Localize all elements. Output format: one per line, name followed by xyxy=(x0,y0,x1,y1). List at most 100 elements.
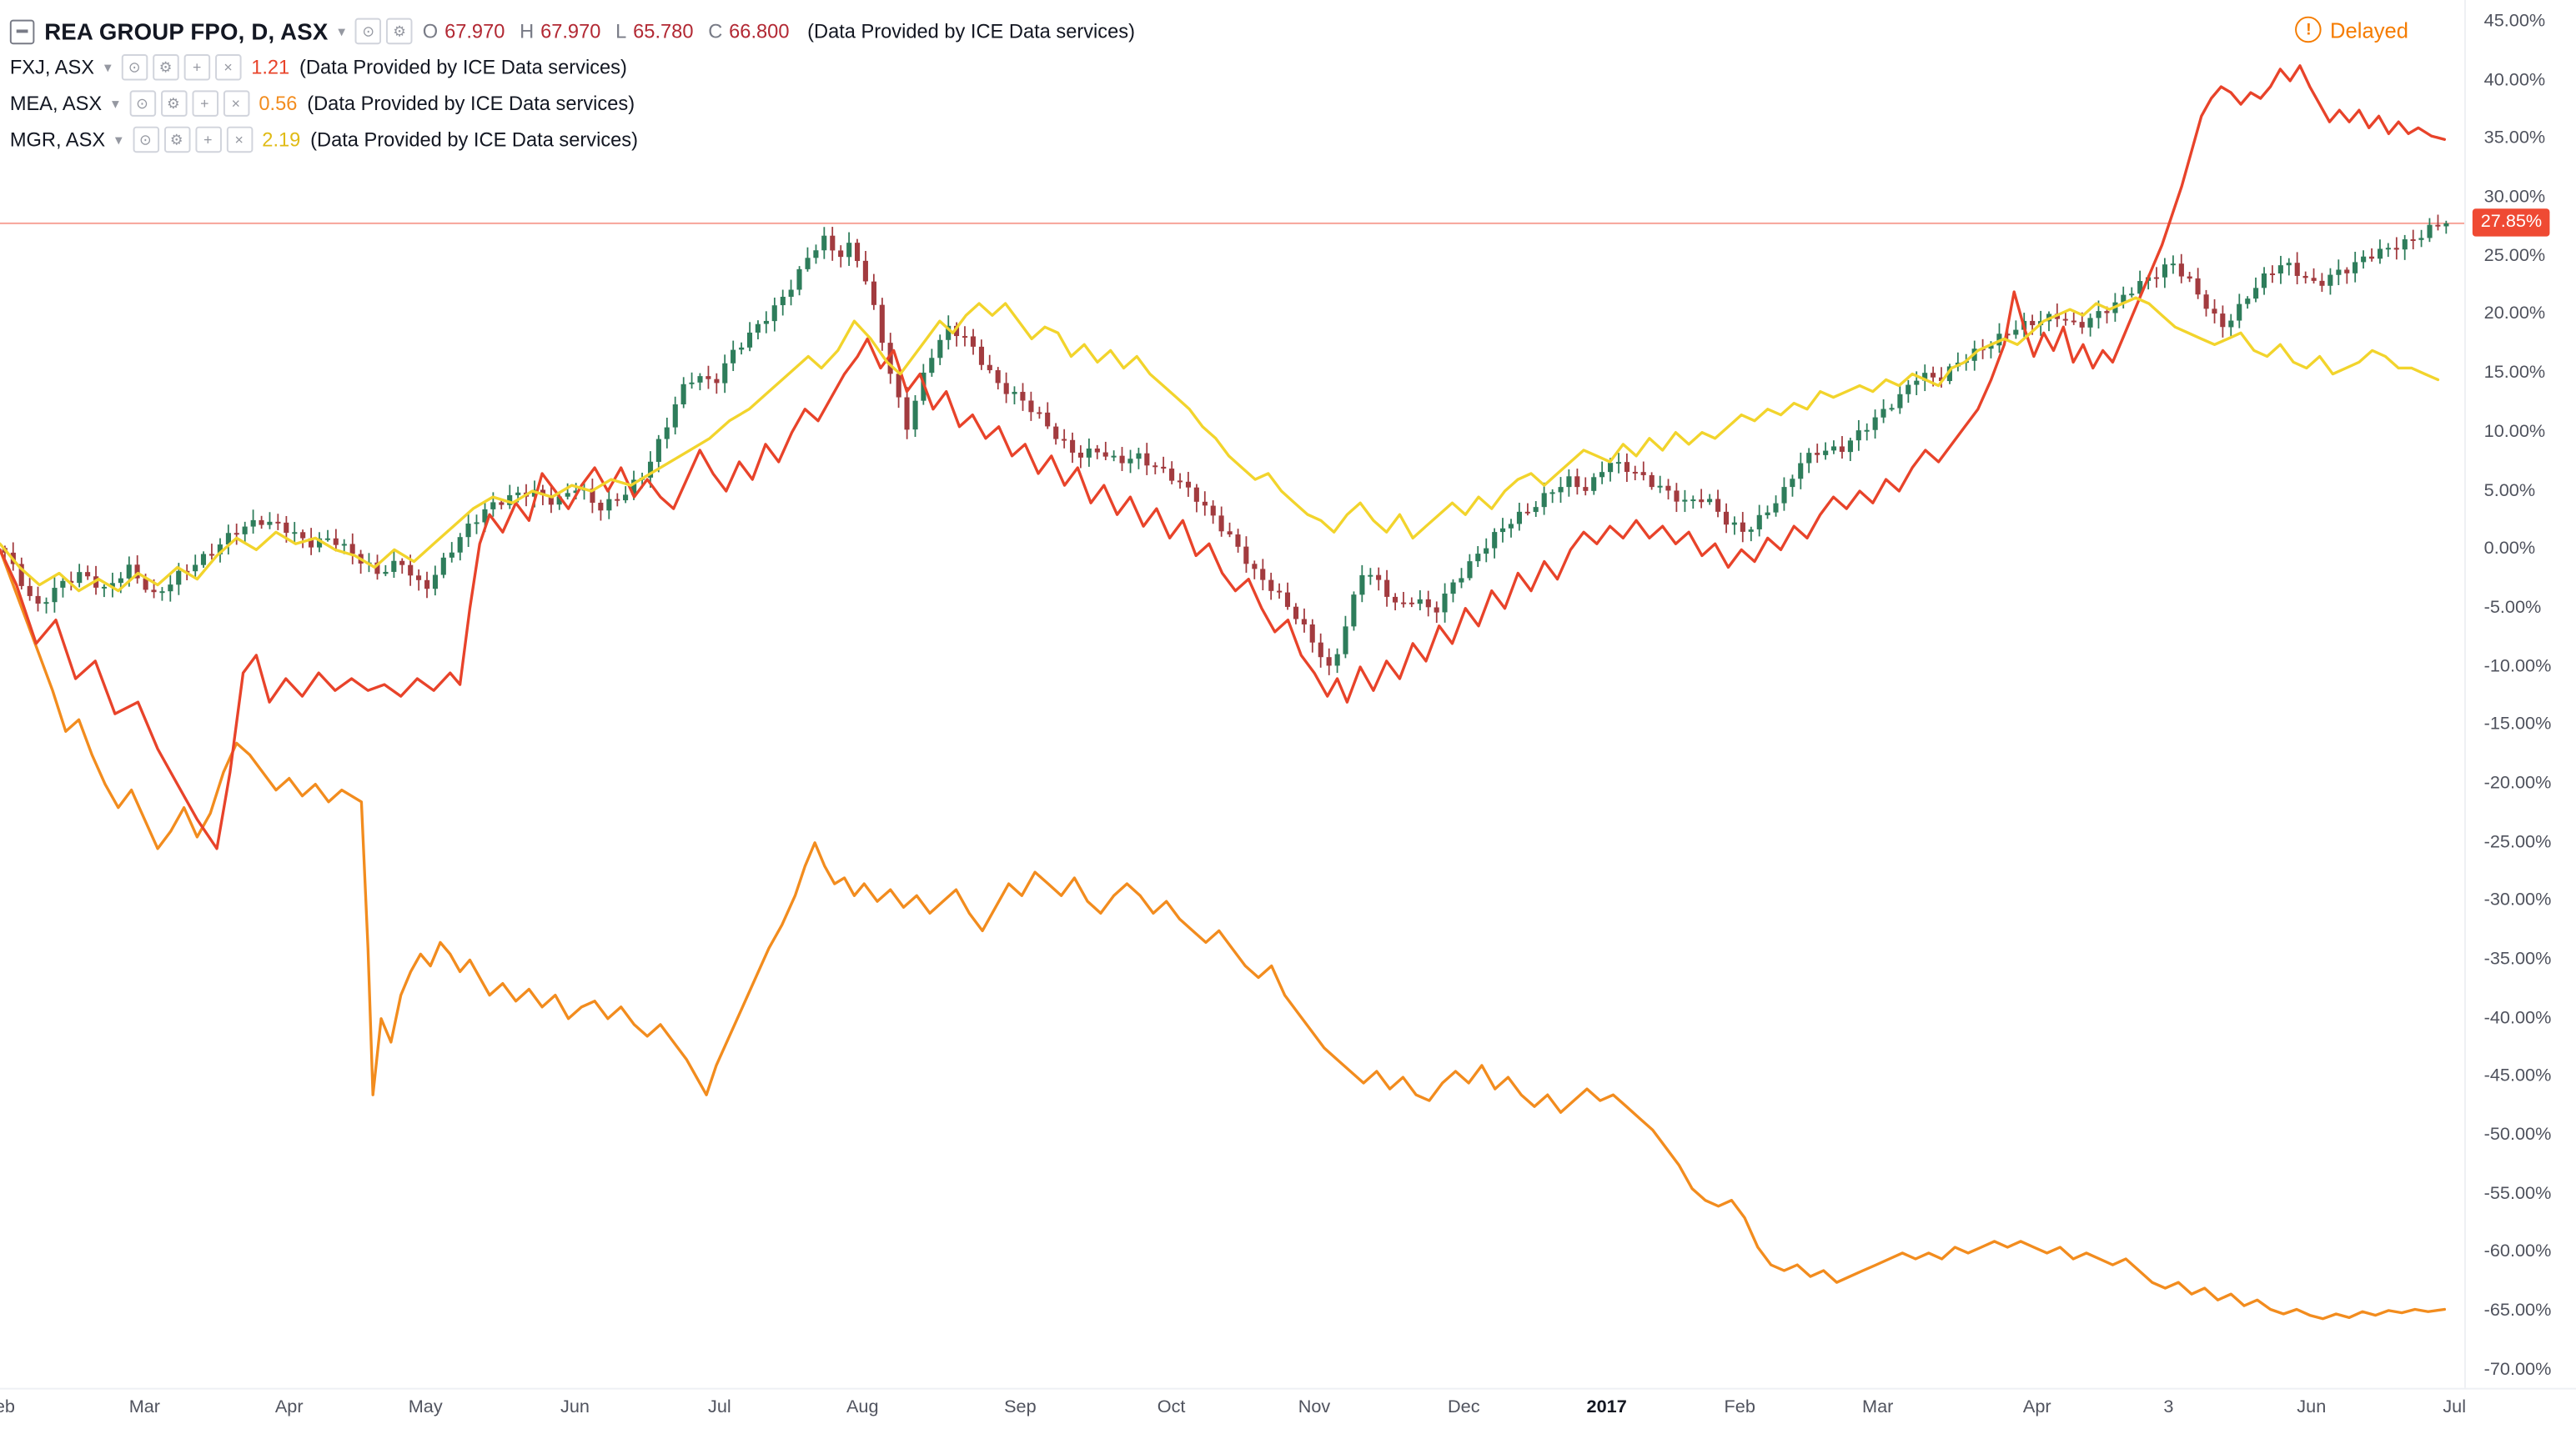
x-axis-label: Feb xyxy=(1724,1397,1755,1418)
compare-value: 0.56 xyxy=(259,92,298,115)
compare-symbol[interactable]: FXJ, ASX xyxy=(9,55,94,79)
x-axis-label: May xyxy=(408,1397,443,1418)
x-axis-label: Mar xyxy=(1862,1397,1894,1418)
delayed-badge[interactable]: ! Delayed xyxy=(2295,16,2409,43)
provider-note: (Data Provided by ICE Data services) xyxy=(310,128,638,152)
ohlc-key-low: L xyxy=(615,19,627,43)
plus-icon[interactable]: + xyxy=(191,90,218,117)
x-axis-label: 3 xyxy=(2163,1397,2174,1418)
x-axis-label: eb xyxy=(0,1397,15,1418)
main-series-row: REA GROUP FPO, D, ASX ▾ ⊙ ⚙ O 67.970 H 67.… xyxy=(9,13,1135,49)
x-axis-label: Mar xyxy=(128,1397,161,1418)
y-axis-label: 10.00% xyxy=(2483,421,2546,442)
compare-value: 2.19 xyxy=(262,128,301,152)
ohlc-value-open: 67.970 xyxy=(444,19,505,43)
y-axis-label: -5.00% xyxy=(2483,597,2542,618)
ohlc-key-high: H xyxy=(520,19,535,43)
ohlc-value-close: 66.800 xyxy=(729,19,790,43)
compare-actions: ⊙ ⚙ + × xyxy=(132,126,253,153)
y-axis-label: 35.00% xyxy=(2483,128,2546,149)
settings-icon[interactable]: ⚙ xyxy=(386,18,413,45)
visibility-icon[interactable]: ⊙ xyxy=(132,126,159,153)
close-icon[interactable]: × xyxy=(223,90,249,117)
close-icon[interactable]: × xyxy=(214,54,242,81)
y-axis-label: 15.00% xyxy=(2483,363,2546,384)
candlestick-series[interactable] xyxy=(2,214,2449,675)
legend: REA GROUP FPO, D, ASX ▾ ⊙ ⚙ O 67.970 H 67.… xyxy=(9,13,1135,158)
compare-symbol[interactable]: MGR, ASX xyxy=(9,128,106,152)
y-axis-label: -40.00% xyxy=(2483,1007,2552,1028)
settings-icon[interactable]: ⚙ xyxy=(163,126,190,153)
settings-icon[interactable]: ⚙ xyxy=(152,54,179,81)
plus-icon[interactable]: + xyxy=(183,54,210,81)
provider-note: (Data Provided by ICE Data services) xyxy=(299,55,627,79)
y-axis-label: -30.00% xyxy=(2483,890,2552,910)
chevron-down-icon[interactable]: ▾ xyxy=(112,94,119,111)
fxj-line[interactable] xyxy=(0,64,2447,850)
y-axis-label: -55.00% xyxy=(2483,1183,2552,1204)
y-axis-label: -35.00% xyxy=(2483,949,2552,970)
compare-row-fxj: FXJ, ASX ▾ ⊙ ⚙ + × 1.21 (Data Provided b… xyxy=(10,49,1135,85)
chevron-down-icon[interactable]: ▾ xyxy=(103,58,112,75)
provider-note: (Data Provided by ICE Data services) xyxy=(807,19,1135,43)
mea-line[interactable] xyxy=(0,548,2447,1321)
y-axis-label: 30.00% xyxy=(2483,187,2546,208)
y-axis-label: -70.00% xyxy=(2483,1359,2552,1380)
x-axis-label: Jun xyxy=(2297,1397,2327,1418)
ohlc-values: O 67.970 H 67.970 L 65.780 C 66.800 xyxy=(423,20,798,43)
chart-canvas[interactable] xyxy=(0,0,2464,1388)
ohlc-key-open: O xyxy=(422,19,439,43)
mgr-line[interactable] xyxy=(0,296,2440,593)
compare-actions: ⊙ ⚙ + × xyxy=(128,90,249,117)
x-axis-label: Oct xyxy=(1157,1397,1186,1418)
provider-note: (Data Provided by ICE Data services) xyxy=(307,92,635,115)
close-icon[interactable]: × xyxy=(225,126,253,153)
y-axis-label: -65.00% xyxy=(2483,1301,2552,1321)
y-axis-label: 0.00% xyxy=(2483,539,2536,559)
compare-symbol[interactable]: MEA, ASX xyxy=(9,92,103,115)
x-axis-label: Sep xyxy=(1004,1397,1037,1418)
price-axis[interactable]: 27.85% 45.00% 40.00% 35.00% 30.00% 25.00% 20.… xyxy=(2464,0,2576,1388)
x-axis-label: Jun xyxy=(560,1397,590,1418)
compare-value: 1.21 xyxy=(251,55,290,79)
x-axis-label: Apr xyxy=(2022,1397,2051,1418)
y-axis-label: 20.00% xyxy=(2483,304,2546,325)
y-axis-label: -20.00% xyxy=(2483,773,2552,794)
x-axis-label: Jul xyxy=(708,1397,731,1418)
delayed-label: Delayed xyxy=(2330,17,2409,43)
plus-icon[interactable]: + xyxy=(194,126,222,153)
warning-icon: ! xyxy=(2295,16,2322,43)
y-axis-label: -60.00% xyxy=(2483,1242,2552,1262)
chart-svg[interactable] xyxy=(0,0,2464,1388)
x-axis-label: Dec xyxy=(1448,1397,1480,1418)
collapse-legend-button[interactable] xyxy=(9,18,35,44)
x-axis-label: Jul xyxy=(2443,1397,2467,1418)
last-price-label: 27.85% xyxy=(2472,208,2551,237)
y-axis-label: -10.00% xyxy=(2483,656,2552,676)
main-series-actions: ⊙ ⚙ xyxy=(355,18,413,45)
x-axis-label: Apr xyxy=(274,1397,304,1418)
settings-icon[interactable]: ⚙ xyxy=(160,90,187,117)
symbol-title[interactable]: REA GROUP FPO, D, ASX xyxy=(44,18,329,45)
compare-actions: ⊙ ⚙ + × xyxy=(121,54,242,81)
x-axis-label: Nov xyxy=(1298,1397,1331,1418)
visibility-icon[interactable]: ⊙ xyxy=(355,18,382,45)
x-axis-label: 2017 xyxy=(1586,1397,1627,1418)
chevron-down-icon[interactable]: ▾ xyxy=(338,22,346,39)
compare-row-mgr: MGR, ASX ▾ ⊙ ⚙ + × 2.19 (Data Provided b… xyxy=(10,122,1135,158)
compare-row-mea: MEA, ASX ▾ ⊙ ⚙ + × 0.56 (Data Provided b… xyxy=(10,85,1135,121)
y-axis-label: -50.00% xyxy=(2483,1125,2552,1146)
y-axis-label: 40.00% xyxy=(2483,70,2546,90)
chevron-down-icon[interactable]: ▾ xyxy=(114,130,123,148)
visibility-icon[interactable]: ⊙ xyxy=(121,54,148,81)
time-axis[interactable]: eb Mar Apr May Jun Jul Aug Sep Oct Nov Dec 2017 Feb M… xyxy=(0,1387,2576,1429)
ohlc-value-high: 67.970 xyxy=(540,19,601,43)
y-axis-label: 45.00% xyxy=(2483,11,2546,32)
visibility-icon[interactable]: ⊙ xyxy=(128,90,156,117)
ohlc-value-low: 65.780 xyxy=(633,19,694,43)
y-axis-label: -15.00% xyxy=(2483,714,2552,735)
y-axis-label: 5.00% xyxy=(2483,480,2536,500)
y-axis-label: -25.00% xyxy=(2483,832,2552,852)
